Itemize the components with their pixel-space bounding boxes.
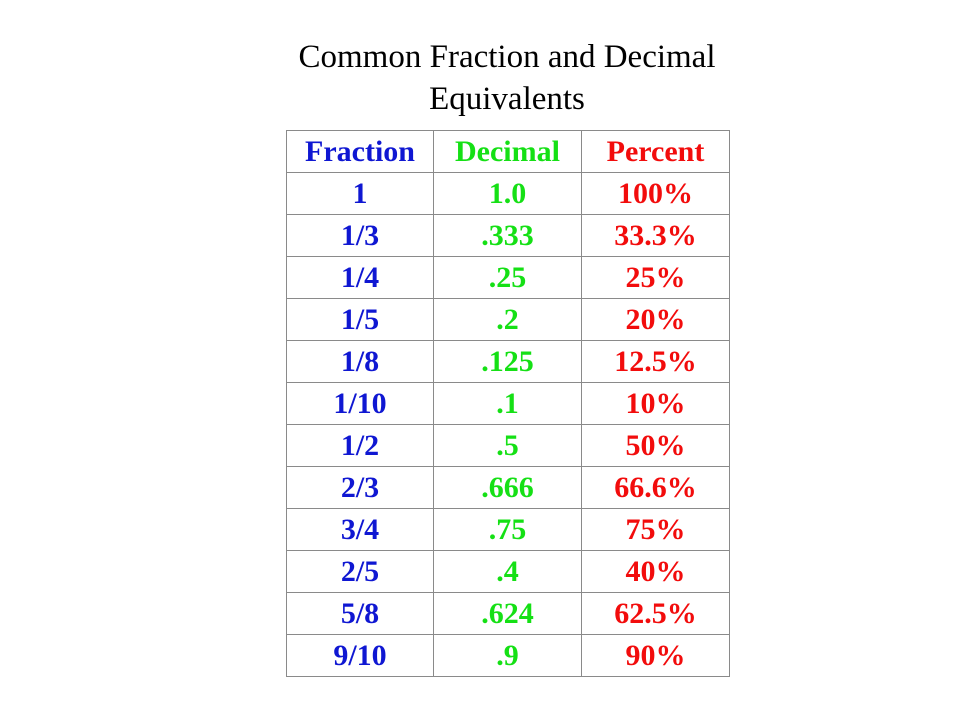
fraction-cell: 3/4 xyxy=(286,508,434,551)
fraction-cell: 5/8 xyxy=(286,592,434,635)
percent-cell: 25% xyxy=(581,256,730,299)
percent-cell: 40% xyxy=(581,550,730,593)
header-fraction: Fraction xyxy=(286,130,434,173)
decimal-cell: .333 xyxy=(433,214,582,257)
fraction-cell: 1/10 xyxy=(286,382,434,425)
decimal-cell: 1.0 xyxy=(433,172,582,215)
fraction-cell: 1/2 xyxy=(286,424,434,467)
fraction-cell: 2/3 xyxy=(286,466,434,509)
fraction-cell: 2/5 xyxy=(286,550,434,593)
table-row: 1/8 .125 12.5% xyxy=(286,340,730,383)
percent-cell: 90% xyxy=(581,634,730,677)
fraction-cell: 1/8 xyxy=(286,340,434,383)
percent-cell: 66.6% xyxy=(581,466,730,509)
decimal-cell: .9 xyxy=(433,634,582,677)
page-title: Common Fraction and Decimal xyxy=(298,39,716,75)
decimal-cell: .1 xyxy=(433,382,582,425)
percent-cell: 75% xyxy=(581,508,730,551)
header-decimal: Decimal xyxy=(433,130,582,173)
percent-cell: 12.5% xyxy=(581,340,730,383)
table-row: 5/8 .624 62.5% xyxy=(286,592,730,635)
table-row: 9/10 .9 90% xyxy=(286,634,730,677)
decimal-cell: .4 xyxy=(433,550,582,593)
decimal-cell: .125 xyxy=(433,340,582,383)
table-row: 1/4 .25 25% xyxy=(286,256,730,299)
decimal-cell: .75 xyxy=(433,508,582,551)
fraction-cell: 1 xyxy=(286,172,434,215)
fraction-cell: 1/5 xyxy=(286,298,434,341)
decimal-cell: .666 xyxy=(433,466,582,509)
table-row: 2/3 .666 66.6% xyxy=(286,466,730,509)
table-row: 1/3 .333 33.3% xyxy=(286,214,730,257)
table-row: 1/2 .5 50% xyxy=(286,424,730,467)
fraction-cell: 1/4 xyxy=(286,256,434,299)
equivalents-table: Fraction Decimal Percent 1 1.0 100% 1/3 … xyxy=(286,130,730,677)
decimal-cell: .2 xyxy=(433,298,582,341)
table-row: 1/5 .2 20% xyxy=(286,298,730,341)
table-row: 2/5 .4 40% xyxy=(286,550,730,593)
header-percent: Percent xyxy=(581,130,730,173)
fraction-cell: 9/10 xyxy=(286,634,434,677)
table-header-row: Fraction Decimal Percent xyxy=(286,130,730,173)
percent-cell: 33.3% xyxy=(581,214,730,257)
percent-cell: 100% xyxy=(581,172,730,215)
page-subtitle: Equivalents xyxy=(429,81,585,117)
percent-cell: 62.5% xyxy=(581,592,730,635)
table-row: 3/4 .75 75% xyxy=(286,508,730,551)
percent-cell: 10% xyxy=(581,382,730,425)
fraction-cell: 1/3 xyxy=(286,214,434,257)
percent-cell: 50% xyxy=(581,424,730,467)
table-row: 1/10 .1 10% xyxy=(286,382,730,425)
table-row: 1 1.0 100% xyxy=(286,172,730,215)
decimal-cell: .25 xyxy=(433,256,582,299)
decimal-cell: .624 xyxy=(433,592,582,635)
percent-cell: 20% xyxy=(581,298,730,341)
decimal-cell: .5 xyxy=(433,424,582,467)
